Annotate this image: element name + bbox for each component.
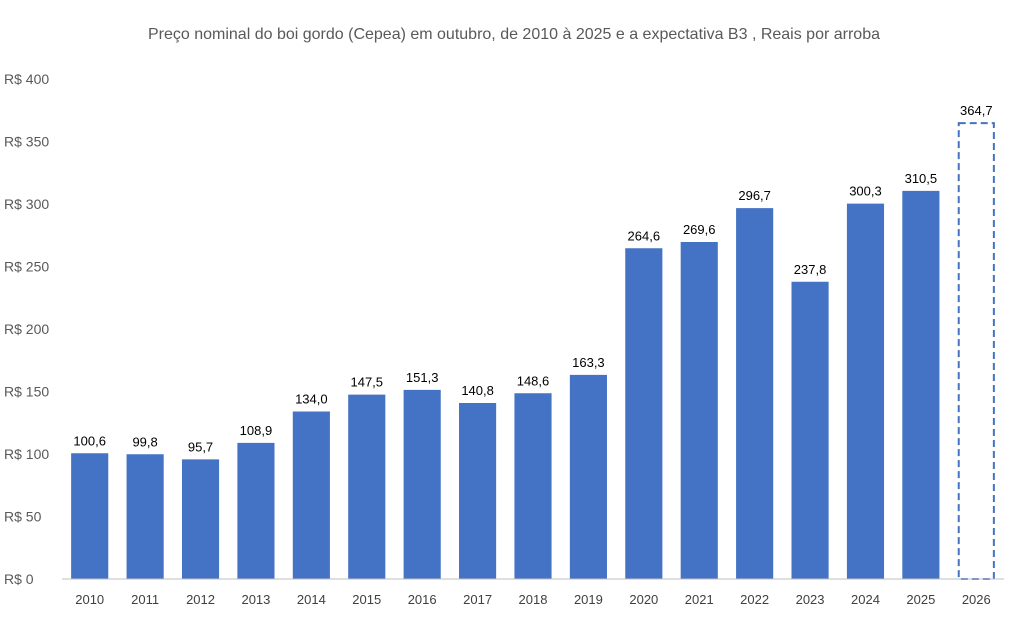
data-label: 148,6	[517, 373, 550, 388]
y-axis: R$ 0 R$ 50 R$ 100 R$ 150 R$ 200 R$ 250 R$ 300 R…	[4, 71, 49, 587]
data-label: 300,3	[849, 184, 882, 199]
y-tick-label: R$ 150	[4, 384, 49, 400]
bars	[71, 122, 995, 580]
x-tick-label: 2011	[131, 592, 159, 607]
x-tick-label: 2026	[962, 592, 991, 607]
bar-2014	[292, 411, 330, 579]
bar-2010	[71, 453, 109, 579]
data-labels: 100,6 99,8 95,7 108,9 134,0 147,5 151,3 140,8 14…	[73, 103, 992, 454]
x-tick-label: 2012	[186, 592, 215, 607]
data-label: 134,0	[295, 392, 328, 407]
x-tick-label: 2025	[906, 592, 935, 607]
bar-2015	[348, 394, 386, 579]
x-tick-label: 2016	[408, 592, 437, 607]
y-tick-label: R$ 350	[4, 134, 49, 150]
bar-2018	[514, 393, 552, 579]
bar-2024	[846, 203, 885, 579]
data-label: 140,8	[461, 383, 494, 398]
data-label: 264,6	[628, 228, 661, 243]
x-tick-label: 2018	[519, 592, 548, 607]
data-label: 99,8	[132, 434, 157, 449]
x-tick-label: 2022	[740, 592, 769, 607]
x-tick-label: 2013	[241, 592, 270, 607]
y-tick-label: R$ 400	[4, 71, 49, 87]
x-tick-label: 2014	[297, 592, 326, 607]
bar-2016	[403, 389, 441, 579]
y-tick-label: R$ 100	[4, 446, 49, 462]
bar-2019	[569, 374, 607, 579]
data-label: 147,5	[350, 375, 383, 390]
data-label: 100,6	[73, 433, 106, 448]
y-tick-label: R$ 200	[4, 321, 49, 337]
bar-2011	[126, 454, 164, 579]
x-tick-label: 2020	[629, 592, 658, 607]
data-label: 151,3	[406, 370, 439, 385]
x-tick-label: 2021	[685, 592, 714, 607]
bar-2012	[181, 459, 220, 579]
data-label: 310,5	[905, 171, 938, 186]
x-tick-label: 2019	[574, 592, 603, 607]
bar-2023	[791, 281, 829, 579]
data-label: 364,7	[960, 103, 993, 118]
x-tick-label: 2017	[463, 592, 492, 607]
bar-2013	[237, 442, 275, 579]
chart-title: Preço nominal do boi gordo (Cepea) em ou…	[148, 26, 880, 43]
y-tick-label: R$ 250	[4, 259, 49, 275]
bar-2020	[625, 248, 663, 579]
y-tick-label: R$ 50	[4, 509, 42, 525]
data-label: 95,7	[188, 439, 213, 454]
y-tick-label: R$ 300	[4, 196, 49, 212]
bar-2026-forecast	[957, 122, 995, 580]
data-label: 296,7	[738, 188, 771, 203]
data-label: 269,6	[683, 222, 716, 237]
data-label: 163,3	[572, 355, 605, 370]
x-tick-label: 2024	[851, 592, 880, 607]
bar-2017	[459, 403, 497, 579]
x-tick-label: 2023	[796, 592, 825, 607]
x-axis: 2010 2011 2012 2013 2014 2015 2016 2017 2018 2019…	[75, 592, 991, 607]
bar-2025	[902, 190, 940, 579]
data-label: 237,8	[794, 262, 827, 277]
x-tick-label: 2015	[352, 592, 381, 607]
x-tick-label: 2010	[75, 592, 104, 607]
data-label: 108,9	[240, 423, 273, 438]
bar-2022	[736, 208, 774, 579]
y-tick-label: R$ 0	[4, 571, 34, 587]
bar-2021	[680, 242, 718, 579]
